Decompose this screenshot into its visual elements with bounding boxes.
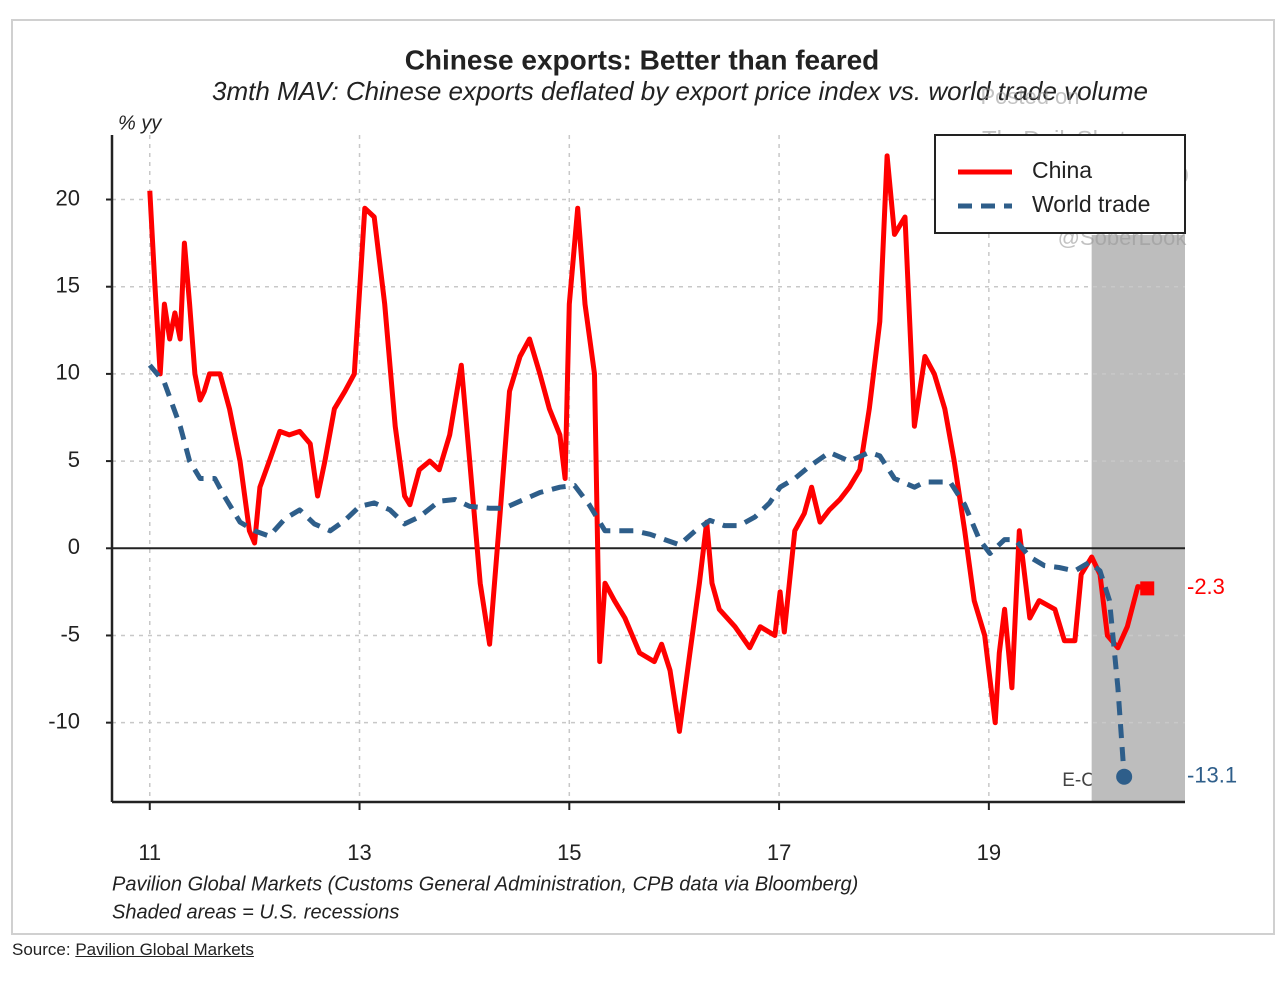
legend-label: China xyxy=(1032,157,1092,183)
end-marker xyxy=(1116,768,1133,785)
x-tick-label: 17 xyxy=(767,840,791,865)
legend-box xyxy=(934,134,1186,234)
footnote: Pavilion Global Markets (Customs General… xyxy=(112,873,858,895)
y-axis-label: % yy xyxy=(118,112,162,134)
chart-title: Chinese exports: Better than feared xyxy=(405,44,880,75)
end-marker xyxy=(1140,581,1155,596)
end-label: -2.3 xyxy=(1187,574,1225,599)
x-tick-label: 15 xyxy=(557,840,581,865)
recession-shade xyxy=(1091,235,1185,802)
source-link[interactable]: Pavilion Global Markets xyxy=(75,940,254,959)
y-tick-label: -10 xyxy=(48,708,80,733)
chart: Chinese exports: Better than feared 3mth… xyxy=(11,19,1275,935)
footnote: Shaded areas = U.S. recessions xyxy=(112,901,399,923)
y-tick-label: 10 xyxy=(56,360,80,385)
end-label: -13.1 xyxy=(1187,763,1237,788)
source: Source: Pavilion Global Markets xyxy=(12,940,254,960)
legend-label: World trade xyxy=(1032,191,1150,217)
chart-subtitle: 3mth MAV: Chinese exports deflated by ex… xyxy=(212,76,1148,106)
y-tick-label: 20 xyxy=(56,185,80,210)
y-tick-label: 5 xyxy=(68,447,80,472)
series-line xyxy=(147,153,1148,734)
series-line xyxy=(147,363,1127,777)
watermark: Posted on xyxy=(980,84,1079,109)
y-tick-label: 15 xyxy=(56,273,80,298)
source-label: Source: xyxy=(12,940,71,959)
x-tick-label: 11 xyxy=(138,840,161,865)
x-tick-label: 13 xyxy=(347,840,371,865)
y-tick-label: -5 xyxy=(60,621,80,646)
x-tick-label: 19 xyxy=(977,840,1001,865)
y-tick-label: 0 xyxy=(68,534,80,559)
